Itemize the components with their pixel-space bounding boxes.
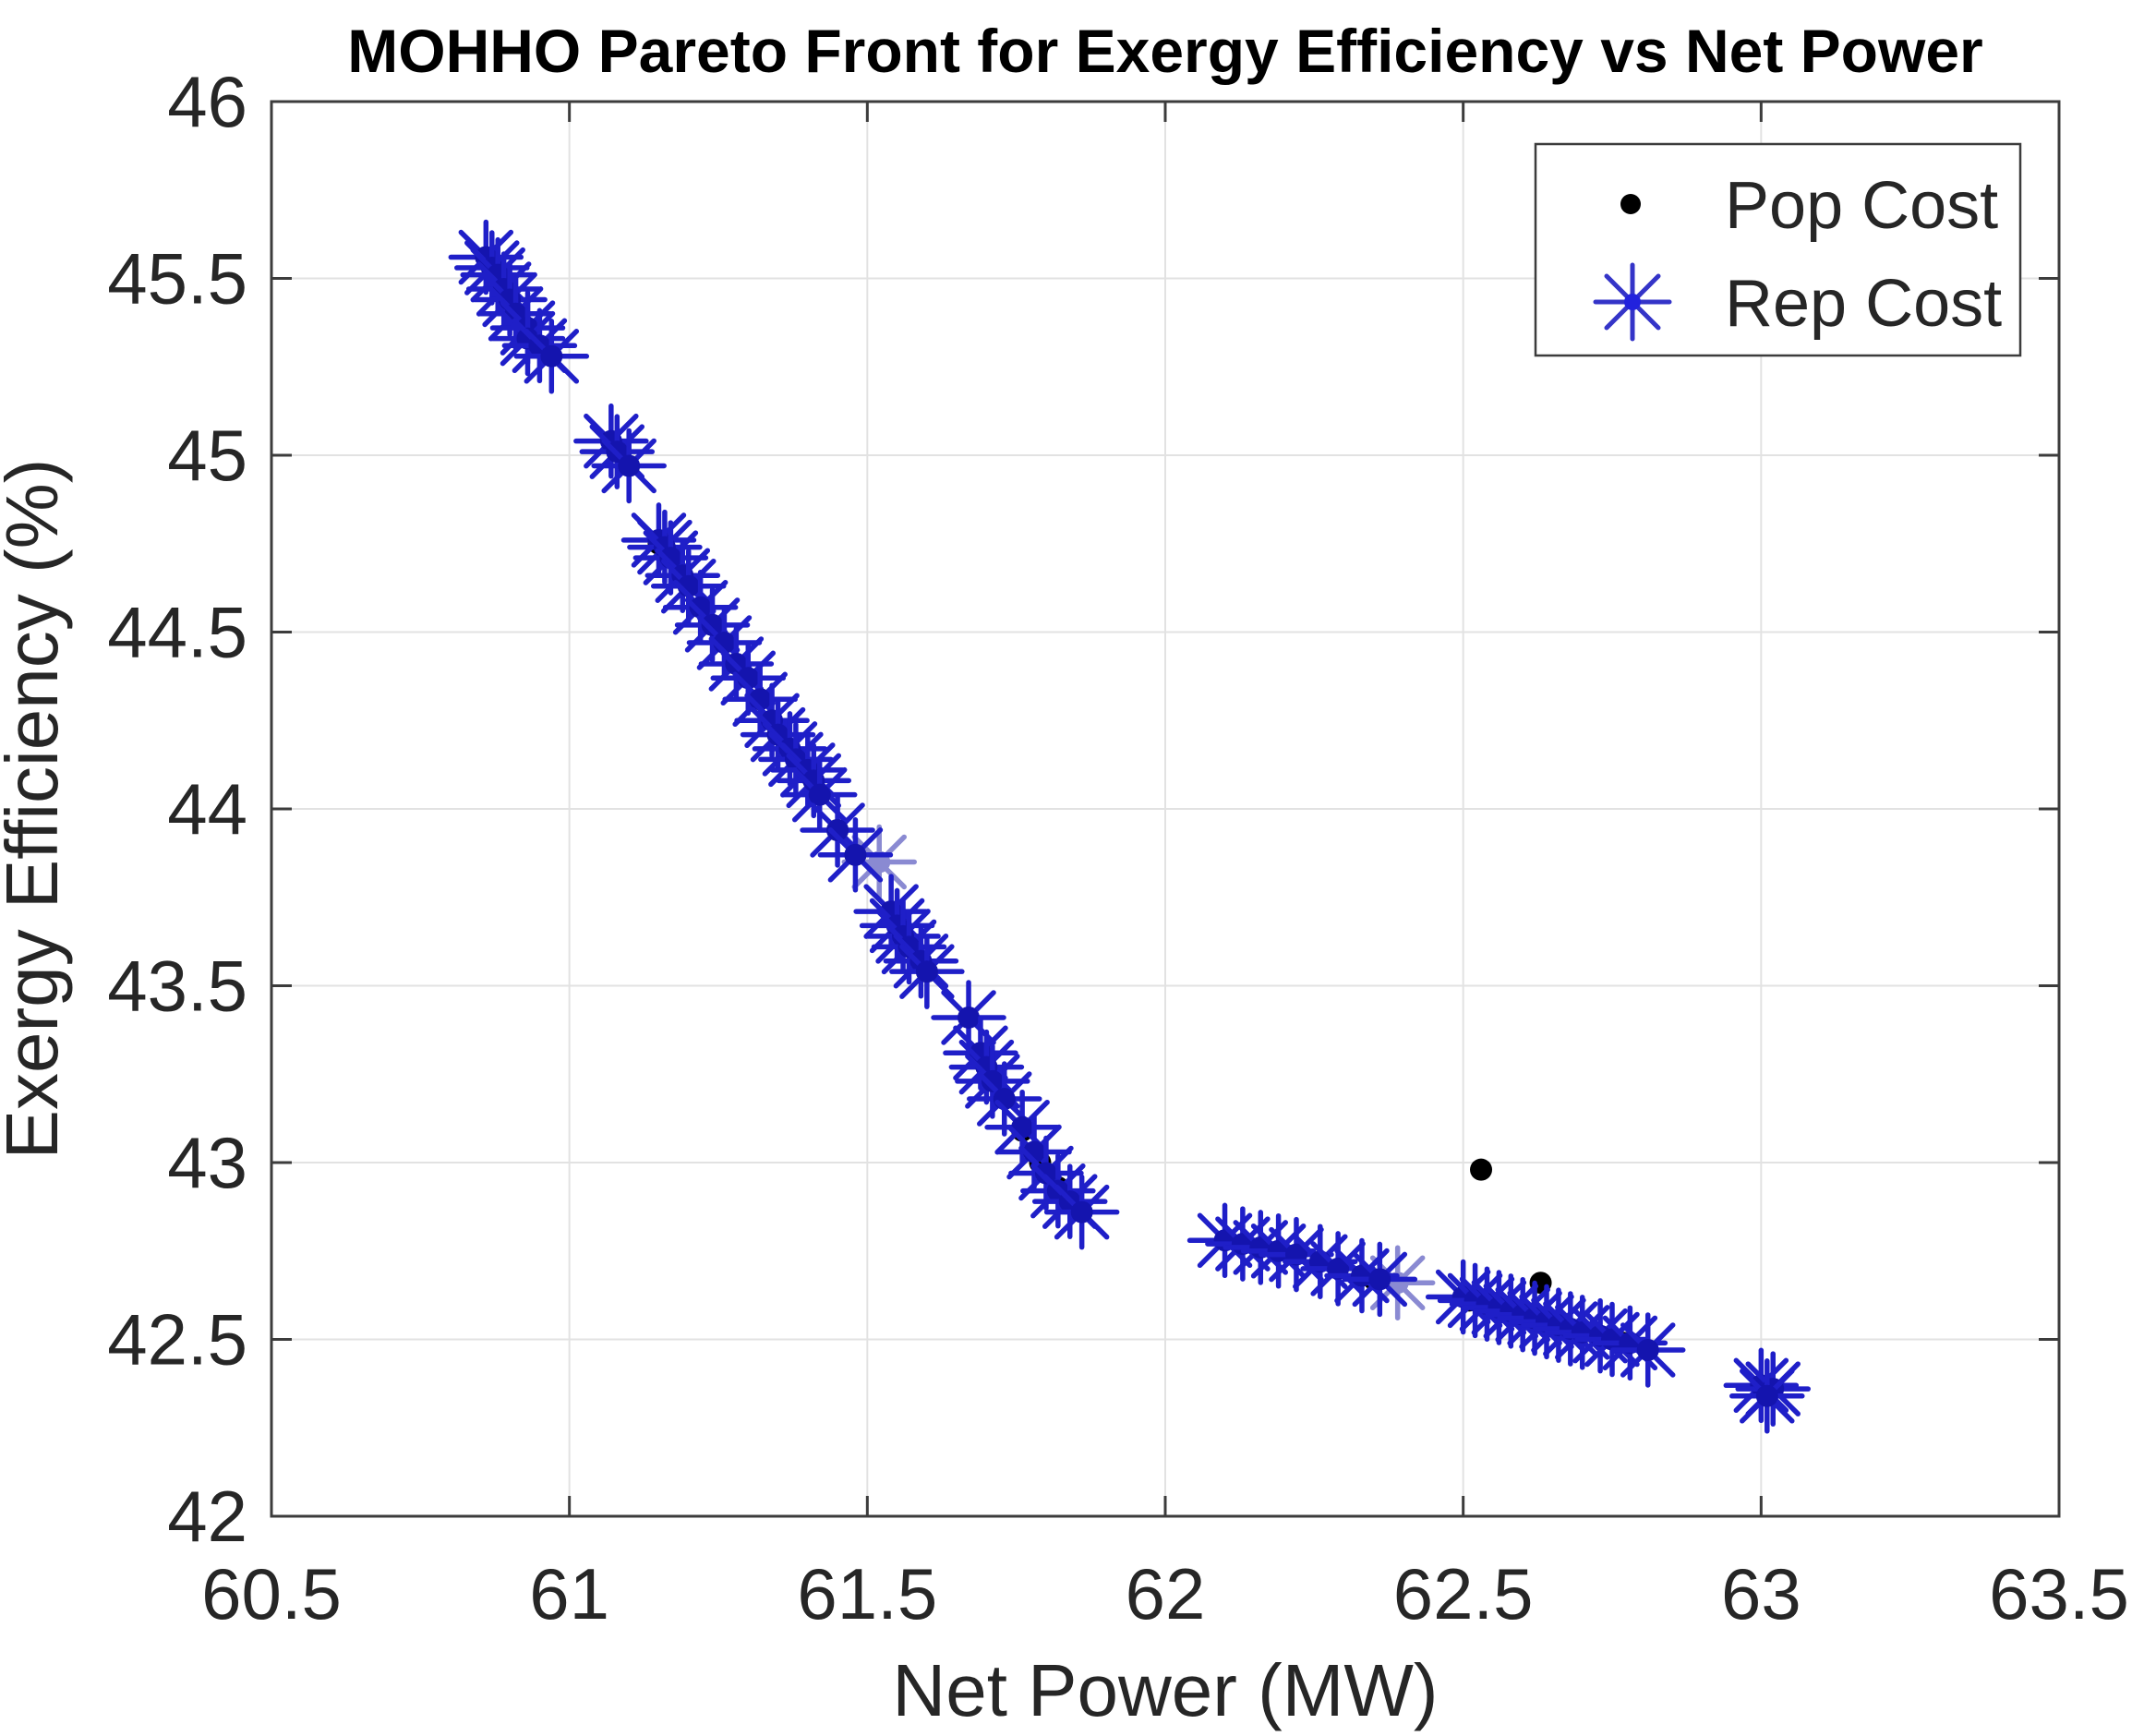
y-tick-label: 45.5 (107, 238, 247, 319)
rep-cost-asterisk (817, 817, 894, 893)
legend-label-pop: Pop Cost (1725, 169, 1998, 243)
rep-cost-asterisk (513, 319, 590, 394)
pop-cost-dot (1470, 1158, 1493, 1181)
rep-cost-asterisk (722, 661, 798, 738)
legend: Pop Cost Rep Cost (1534, 142, 2022, 357)
x-tick-labels: 60.5 61 61.5 62 62.5 63 63.5 (201, 1553, 2129, 1634)
chart-title: MOHHO Pareto Front for Exergy Efficiency… (347, 17, 1982, 85)
y-axis-label: Exergy Efficiency (%) (0, 459, 73, 1160)
rep-cost-asterisk (1723, 1347, 1800, 1424)
rep-cost-asterisk (591, 428, 667, 504)
x-tick-label: 61.5 (797, 1553, 937, 1634)
axes-frame (270, 100, 2061, 1518)
rep-cost-asterisk (1342, 1241, 1418, 1318)
rep-cost-asterisk (883, 922, 959, 999)
x-tick-label: 63 (1721, 1553, 1801, 1634)
legend-pop-dot-icon (1620, 194, 1641, 214)
rep-cost-asterisk (650, 548, 727, 624)
y-tick-label: 43.5 (107, 946, 247, 1027)
rep-cost-markers (448, 219, 1811, 1434)
y-tick-label: 43 (167, 1122, 247, 1203)
rep-cost-asterisk (1609, 1312, 1686, 1388)
y-tick-label: 44.5 (107, 592, 247, 673)
rep-cost-asterisk (1043, 1174, 1120, 1250)
x-axis-label: Net Power (MW) (892, 1649, 1438, 1731)
gridlines (271, 102, 2059, 1516)
y-tick-labels: 42 42.5 43 43.5 44 44.5 45 45.5 46 (107, 61, 247, 1557)
y-tick-label: 42.5 (107, 1299, 247, 1380)
y-tick-label: 45 (167, 415, 247, 496)
y-tick-label: 42 (167, 1476, 247, 1557)
x-tick-label: 63.5 (1989, 1553, 2129, 1634)
rep-cost-asterisk (955, 1043, 1030, 1119)
legend-rep-asterisk-icon (1593, 262, 1672, 342)
y-tick-label: 46 (167, 61, 247, 142)
rep-cost-asterisk (889, 934, 965, 1009)
x-tick-label: 61 (529, 1553, 609, 1634)
x-tick-label: 62.5 (1393, 1553, 1534, 1634)
rep-cost-asterisk (781, 756, 858, 833)
x-tick-label: 62 (1126, 1553, 1206, 1634)
x-tick-label: 60.5 (201, 1553, 342, 1634)
rep-cost-asterisk (967, 1061, 1042, 1137)
y-tick-label: 44 (167, 768, 247, 850)
legend-label-rep: Rep Cost (1725, 267, 2002, 341)
rep-cost-asterisk (1729, 1358, 1805, 1434)
